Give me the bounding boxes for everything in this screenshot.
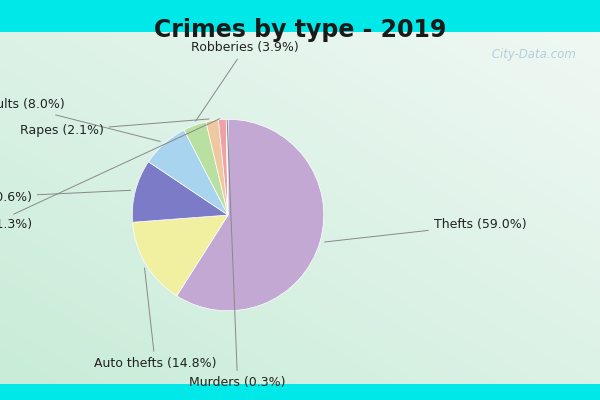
Text: Arson (1.3%): Arson (1.3%) bbox=[0, 119, 220, 231]
Text: Robberies (3.9%): Robberies (3.9%) bbox=[191, 41, 299, 121]
Text: Assaults (8.0%): Assaults (8.0%) bbox=[0, 98, 160, 142]
Text: City-Data.com: City-Data.com bbox=[488, 48, 576, 61]
Wedge shape bbox=[206, 120, 228, 215]
Text: Thefts (59.0%): Thefts (59.0%) bbox=[325, 218, 526, 242]
Wedge shape bbox=[184, 122, 228, 215]
Wedge shape bbox=[176, 119, 324, 311]
Wedge shape bbox=[148, 130, 228, 215]
Wedge shape bbox=[218, 119, 228, 215]
Text: Auto thefts (14.8%): Auto thefts (14.8%) bbox=[94, 268, 217, 370]
Text: Burglaries (10.6%): Burglaries (10.6%) bbox=[0, 190, 131, 204]
Wedge shape bbox=[133, 215, 228, 296]
Wedge shape bbox=[132, 162, 228, 222]
Text: Murders (0.3%): Murders (0.3%) bbox=[190, 120, 286, 389]
Wedge shape bbox=[226, 119, 228, 215]
Text: Crimes by type - 2019: Crimes by type - 2019 bbox=[154, 18, 446, 42]
Text: Rapes (2.1%): Rapes (2.1%) bbox=[20, 119, 209, 137]
